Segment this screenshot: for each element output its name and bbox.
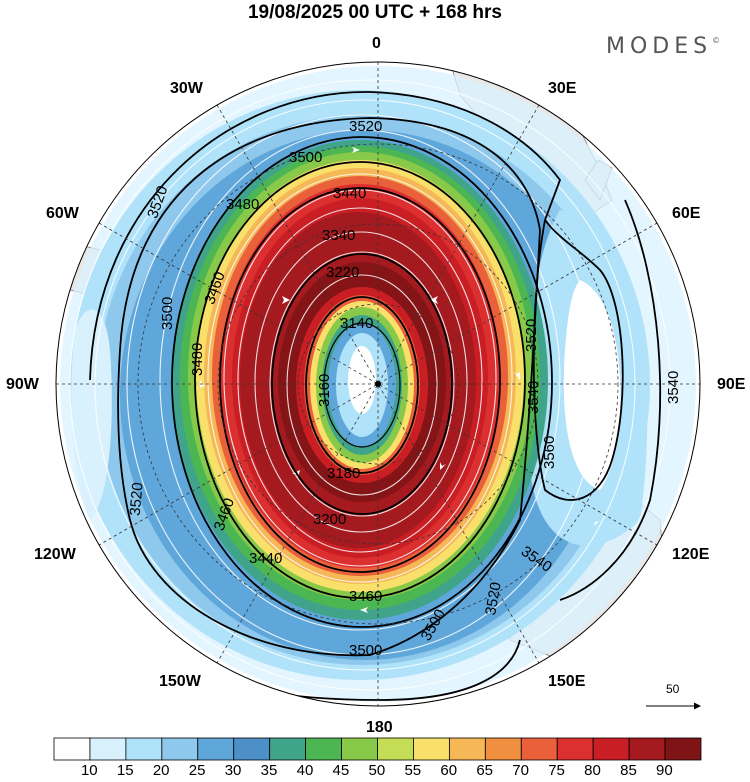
- contour-labels: 3520 3500 3480 3440 3340 3460 3220 3140 …: [127, 118, 682, 659]
- colorbar-tick-label: 90: [656, 762, 673, 779]
- lon-label-0: 0: [372, 35, 381, 52]
- wind-scale-label: 50: [666, 682, 680, 696]
- contour-label: 3520: [523, 319, 540, 352]
- contour-label: 3480: [226, 196, 259, 213]
- contour-label: 3500: [159, 297, 176, 330]
- contour-label: 3200: [313, 511, 346, 528]
- colorbar-tick-label: 25: [188, 762, 206, 779]
- lon-label-30w: 30W: [170, 80, 203, 97]
- colorbar-tick-label: 10: [80, 762, 98, 779]
- colorbar-tick-label: 30: [224, 762, 242, 779]
- contour-label: 3540: [525, 381, 542, 414]
- wind-scale-arrow: [646, 702, 701, 710]
- brand-logo: MODES©: [606, 34, 720, 59]
- contour-label: 3220: [326, 264, 359, 281]
- contour-label: 3500: [289, 149, 322, 166]
- lon-label-90e: 90E: [717, 376, 746, 393]
- colorbar-tick-label: 20: [152, 762, 170, 779]
- map-title: 19/08/2025 00 UTC + 168 hrs: [247, 2, 503, 23]
- lon-label-60e: 60E: [672, 205, 701, 222]
- lon-label-120w: 120W: [34, 546, 76, 563]
- contour-label: 3440: [333, 185, 366, 202]
- lon-label-120e: 120E: [672, 546, 710, 563]
- south-pole-marker: [375, 381, 381, 387]
- contour-label: 3140: [340, 315, 373, 332]
- colorbar-tick-label: 45: [332, 762, 350, 779]
- map-border: [55, 61, 701, 707]
- contour-label: 3480: [189, 343, 206, 376]
- colorbar-tick-label: 35: [260, 762, 278, 779]
- colorbar-tick-label: 15: [116, 762, 134, 779]
- wind-speed-shading: [60, 66, 696, 702]
- copyright-mark: ©: [712, 36, 721, 45]
- contour-label: 3520: [127, 482, 147, 517]
- lon-label-30e: 30E: [548, 80, 577, 97]
- lon-label-150w: 150W: [159, 673, 201, 690]
- contour-label: 3520: [349, 118, 382, 135]
- colorbar-tick-label: 40: [296, 762, 314, 779]
- colorbar-tick-label: 75: [548, 762, 565, 779]
- contour-label: 3560: [541, 436, 558, 469]
- contour-label: 3500: [349, 642, 382, 659]
- contour-label: 3540: [665, 371, 682, 404]
- streamlines: [69, 79, 671, 691]
- contour-label: 3340: [322, 227, 355, 244]
- contour-label: 3160: [316, 374, 333, 407]
- colorbar-tick-label: 80: [584, 762, 601, 779]
- contour-label: 3460: [349, 588, 382, 605]
- lon-label-150e: 150E: [548, 673, 586, 690]
- lon-label-180: 180: [366, 719, 393, 736]
- graticule: [56, 62, 700, 706]
- map-disc: [56, 62, 700, 706]
- colorbar-tick-label: 70: [512, 762, 529, 779]
- colorbar-tick-label: 50: [368, 762, 386, 779]
- lon-label-90w: 90W: [6, 376, 39, 393]
- colorbar-tick-label: 85: [620, 762, 637, 779]
- colorbar-tick-label: 55: [404, 762, 422, 779]
- brand-name: MODES: [606, 34, 713, 59]
- contour-label: 3180: [327, 465, 360, 482]
- contour-label: 3440: [249, 550, 282, 567]
- colorbar-tick-label: 60: [440, 762, 458, 779]
- contour-label: 3520: [482, 581, 505, 617]
- lon-label-60w: 60W: [46, 205, 79, 222]
- colorbar-tick-label: 65: [476, 762, 494, 779]
